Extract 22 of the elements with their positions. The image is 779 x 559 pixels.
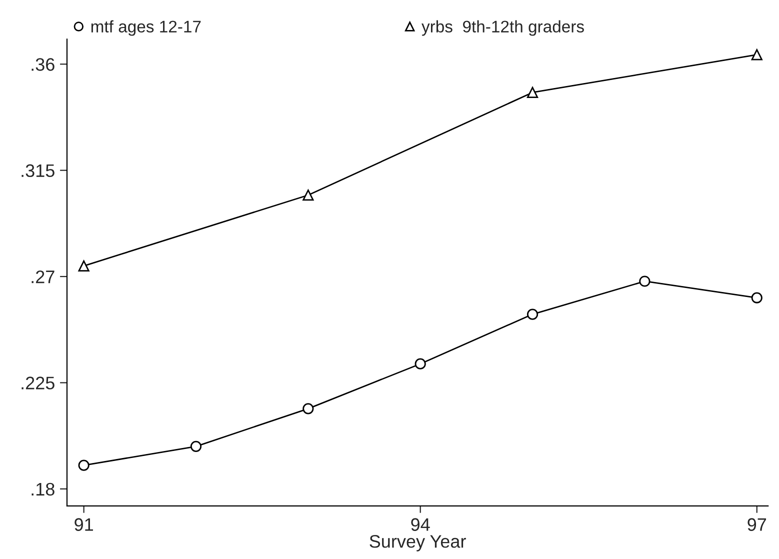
y-tick-label: .315 [22,164,54,178]
x-tick-label: 97 [748,518,766,531]
point [751,49,762,60]
point [302,190,314,201]
x-tick-label: 94 [411,518,430,531]
point [78,460,90,471]
x-tick-label: 91 [74,518,93,531]
point [190,440,202,452]
y-tick-label: .27 [32,270,54,284]
legend-label: mtf ages 12-17 [91,20,201,36]
point [78,260,90,272]
legend-label: yrbs 9th-12th graders [422,20,584,36]
y-tick-label: .225 [22,376,54,390]
point [526,308,538,320]
point [302,403,314,414]
y-tick-label: .18 [32,482,54,496]
point [751,292,762,304]
y-tick-label: .36 [32,58,54,71]
point [639,276,650,287]
x-axis-title: Survey Year [370,535,466,552]
point [414,358,426,370]
point [526,86,538,98]
